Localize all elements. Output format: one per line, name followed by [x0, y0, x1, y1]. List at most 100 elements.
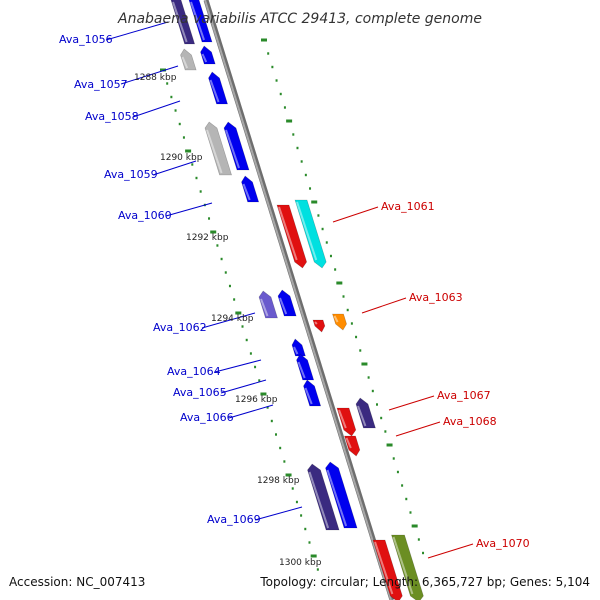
gene-label[interactable]: Ava_1059	[104, 168, 158, 181]
gene-feature-shine	[225, 129, 240, 169]
gene-feature-shine	[314, 321, 318, 325]
gene-feature-body	[170, 0, 196, 45]
gene-feature-body	[258, 290, 278, 319]
gene-feature-body	[332, 313, 347, 331]
gene-feature	[277, 289, 297, 317]
gene-feature	[294, 199, 327, 269]
gene-feature-body	[296, 353, 315, 381]
gene-label[interactable]: Ava_1062	[153, 321, 207, 334]
gene-feature-shine	[304, 387, 313, 405]
gene-feature	[307, 463, 340, 531]
leader-line	[214, 359, 262, 373]
gene-label[interactable]: Ava_1070	[476, 537, 530, 550]
kbp-label: 1294 kbp	[211, 314, 254, 324]
leader-line	[332, 206, 379, 223]
gene-feature-body	[307, 463, 340, 531]
kbp-labels: 1288 kbp 1290 kbp 1292 kbp 1294 kbp 1296…	[134, 73, 322, 568]
map-title: Anabaena variabilis ATCC 29413, complete…	[117, 11, 482, 27]
gene-feature	[325, 461, 358, 529]
leader-line	[228, 404, 274, 419]
gene-feature-shine	[242, 183, 251, 201]
kbp-label: 1300 kbp	[279, 558, 322, 568]
gene-feature	[200, 45, 216, 65]
gene-feature	[372, 539, 403, 600]
gene-label[interactable]: Ava_1058	[85, 110, 139, 123]
gene-feature-body	[294, 199, 327, 269]
gene-feature-body	[241, 175, 260, 203]
leader-line	[132, 100, 181, 118]
gene-feature	[332, 313, 347, 331]
gene-label[interactable]: Ava_1056	[59, 33, 113, 46]
gene-feature-body	[372, 539, 403, 600]
leader-line	[165, 202, 213, 217]
leader-line	[201, 312, 256, 329]
gene-feature	[208, 71, 228, 105]
gene-feature-body	[277, 289, 297, 317]
gene-feature-shine	[338, 409, 347, 429]
gene-feature-shine	[392, 536, 414, 595]
leader-lines	[105, 21, 474, 559]
leader-line	[120, 65, 179, 85]
leader-line	[388, 395, 435, 411]
leader-line	[105, 21, 169, 41]
leader-line	[254, 506, 303, 521]
gene-labels-left: Ava_1056 Ava_1057 Ava_1058 Ava_1059 Ava_…	[59, 33, 261, 526]
gene-label[interactable]: Ava_1064	[167, 365, 221, 378]
gene-feature-body	[336, 407, 357, 437]
gene-label[interactable]: Ava_1069	[207, 513, 261, 526]
accession-text: Accession: NC_007413	[9, 575, 145, 589]
leader-line	[152, 160, 197, 176]
gene-feature-shine	[326, 469, 348, 527]
gene-feature-shine	[293, 346, 299, 355]
gene-label[interactable]: Ava_1068	[443, 415, 497, 428]
gene-label[interactable]: Ava_1067	[437, 389, 491, 402]
gene-feature-shine	[209, 79, 220, 103]
gene-feature-shine	[181, 56, 189, 69]
gene-feature	[258, 290, 278, 319]
gene-feature-body	[180, 48, 197, 71]
leader-line	[220, 379, 267, 394]
gene-feature-shine	[206, 129, 223, 174]
gene-label[interactable]: Ava_1066	[180, 411, 234, 424]
kbp-label: 1296 kbp	[235, 395, 278, 405]
gene-labels-right: Ava_1061 Ava_1063 Ava_1067 Ava_1068 Ava_…	[381, 200, 530, 550]
gene-feature	[223, 121, 250, 171]
gene-feature	[355, 397, 376, 429]
leader-line	[395, 421, 441, 437]
gene-label[interactable]: Ava_1063	[409, 291, 463, 304]
gene-feature	[312, 319, 326, 333]
gene-feature-body	[208, 71, 228, 105]
gene-feature-shine	[279, 297, 288, 315]
leader-line	[427, 543, 474, 559]
gene-feature-body	[391, 534, 424, 600]
gene-feature-body	[200, 45, 216, 65]
gene-feature-body	[325, 461, 358, 529]
gene-feature-shine	[308, 471, 330, 529]
gene-feature-shine	[374, 541, 394, 595]
gene-feature-shine	[260, 298, 269, 317]
gene-feature-shine	[190, 1, 205, 41]
gene-feature	[188, 0, 213, 43]
gene-feature-shine	[345, 437, 352, 449]
gene-feature	[204, 121, 232, 176]
gene-feature	[241, 175, 260, 203]
gene-label[interactable]: Ava_1060	[118, 209, 172, 222]
kbp-label: 1298 kbp	[257, 476, 300, 486]
gene-label[interactable]: Ava_1057	[74, 78, 128, 91]
gene-feature	[336, 407, 357, 437]
gene-label[interactable]: Ava_1065	[173, 386, 227, 399]
gene-feature-body	[312, 319, 326, 333]
gene-feature-shine	[333, 315, 339, 323]
gene-feature-body	[276, 204, 307, 269]
kbp-label: 1290 kbp	[160, 153, 203, 163]
gene-feature	[170, 0, 196, 45]
genome-summary-text: Topology: circular; Length: 6,365,727 bp…	[259, 575, 590, 589]
gene-feature-shine	[297, 361, 306, 379]
genome-backbone	[203, 0, 395, 600]
kbp-label: 1288 kbp	[134, 73, 177, 83]
leader-line	[361, 297, 407, 314]
kbp-label: 1292 kbp	[186, 233, 229, 243]
gene-feature	[180, 48, 197, 71]
gene-label[interactable]: Ava_1061	[381, 200, 435, 213]
